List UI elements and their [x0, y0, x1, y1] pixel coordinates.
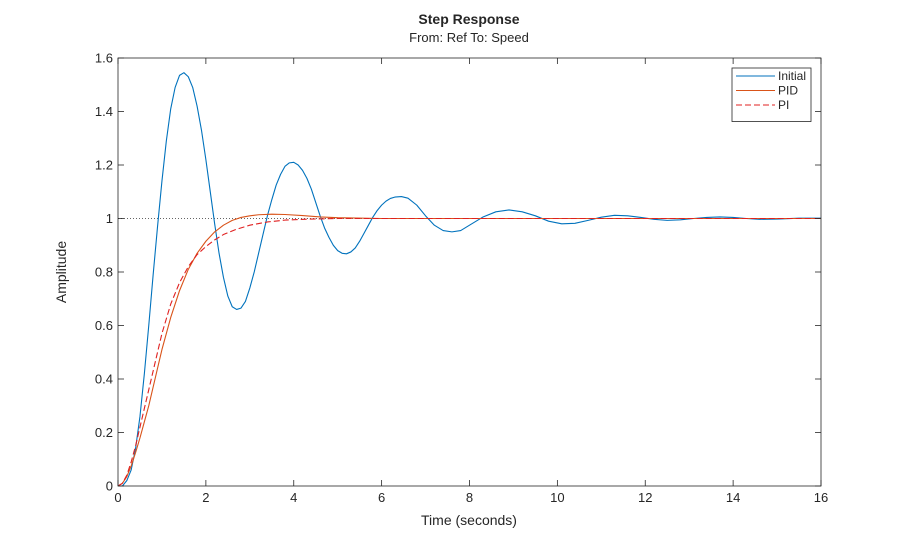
legend-label-pid: PID: [778, 84, 798, 98]
series-line-pid: [118, 213, 821, 486]
y-tick-label: 0.4: [95, 372, 113, 387]
x-tick-label: 2: [202, 490, 209, 505]
chart-subtitle: From: Ref To: Speed: [409, 30, 529, 45]
legend-label-pi: PI: [778, 98, 789, 112]
series-line-initial: [118, 72, 821, 486]
legend-box: [731, 67, 812, 122]
y-tick-label: 1.2: [95, 158, 113, 173]
y-tick-label: 1.6: [95, 51, 113, 66]
axes-background: [118, 58, 821, 486]
y-tick-label: 1: [106, 211, 113, 226]
series-line-pi: [118, 217, 821, 486]
plot-area: 0 2 4 6 8 10 12 14 16 0 0.2 0.4 0.6 0.8 1 1.2 1.4 1.6: [95, 51, 828, 506]
x-tick-label: 16: [814, 490, 828, 505]
y-tick-label: 1.4: [95, 104, 113, 119]
y-tick-label: 0.2: [95, 425, 113, 440]
x-tick-label: 4: [290, 490, 297, 505]
x-axis-label: Time (seconds): [421, 512, 517, 528]
y-tick-label: 0.6: [95, 318, 113, 333]
series-group: [118, 72, 821, 486]
x-tick-label: 12: [638, 490, 652, 505]
x-tick-label: 8: [466, 490, 473, 505]
chart-title: Step Response: [418, 11, 519, 27]
y-tick-label: 0: [106, 479, 113, 494]
x-tick-label: 14: [726, 490, 740, 505]
x-tick-label: 6: [378, 490, 385, 505]
x-tick-label: 10: [550, 490, 564, 505]
y-tick-label: 0.8: [95, 265, 113, 280]
legend-label-initial: Initial: [778, 69, 806, 83]
y-axis-label: Amplitude: [53, 241, 69, 303]
x-tick-label: 0: [114, 490, 121, 505]
